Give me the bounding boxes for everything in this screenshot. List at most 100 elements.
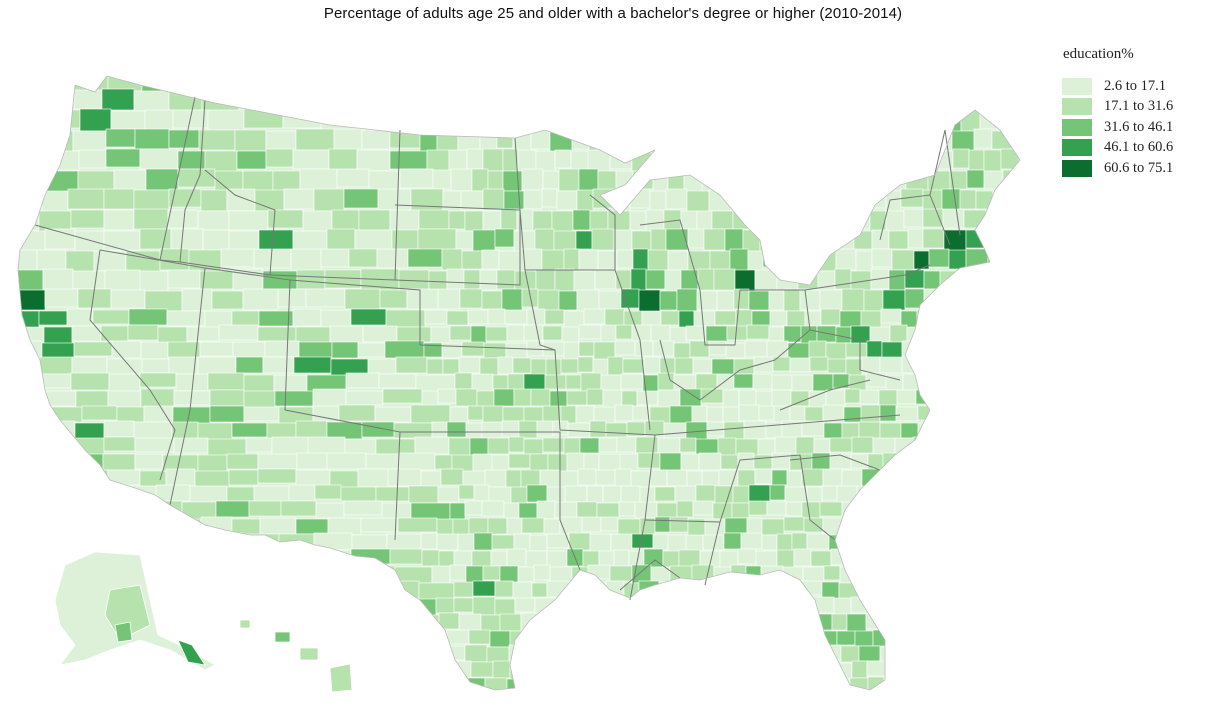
county-cell bbox=[669, 405, 693, 424]
alaska-hawaii-insets[interactable] bbox=[54, 551, 353, 693]
county-cell bbox=[795, 695, 813, 704]
county-cell bbox=[523, 373, 546, 391]
county-cell bbox=[1019, 290, 1020, 310]
county-cell bbox=[38, 76, 71, 88]
county-cell bbox=[86, 484, 120, 501]
county-cell bbox=[715, 613, 739, 633]
county-cell bbox=[372, 645, 413, 665]
county-cell bbox=[133, 189, 170, 211]
county-cell bbox=[542, 613, 565, 630]
county-cell bbox=[103, 188, 135, 210]
county-cell bbox=[810, 550, 832, 567]
legend-item-5[interactable]: 60.6 to 75.1 bbox=[1062, 158, 1173, 179]
county-cell bbox=[977, 269, 997, 293]
county-cell bbox=[436, 660, 453, 676]
county-cell bbox=[754, 468, 773, 485]
county-cell bbox=[431, 565, 451, 585]
county-cell bbox=[512, 581, 533, 601]
county-cell bbox=[266, 90, 294, 112]
county-cell bbox=[623, 646, 643, 662]
county-cell bbox=[839, 310, 862, 328]
county-cell bbox=[895, 406, 919, 422]
county-cell bbox=[481, 249, 500, 270]
county-cell bbox=[822, 644, 842, 661]
county-cell bbox=[348, 248, 378, 268]
county-cell bbox=[1018, 148, 1020, 172]
county-cell bbox=[1008, 308, 1020, 327]
county-cell bbox=[613, 549, 630, 568]
county-cell bbox=[784, 110, 806, 134]
county-cell bbox=[927, 436, 947, 456]
county-cell bbox=[139, 148, 179, 170]
county-cell bbox=[697, 109, 717, 132]
county-cell bbox=[721, 596, 741, 613]
county-cell bbox=[497, 356, 514, 375]
county-cell bbox=[461, 341, 485, 357]
county-cell bbox=[916, 486, 940, 504]
county-cell bbox=[849, 677, 869, 690]
county-cell bbox=[422, 109, 445, 129]
county-cell bbox=[236, 150, 267, 170]
county-cell bbox=[18, 612, 49, 632]
county-cell bbox=[449, 502, 466, 520]
county-cell bbox=[1004, 516, 1020, 536]
county-cell bbox=[526, 484, 548, 503]
county-cell bbox=[382, 388, 423, 404]
county-cell bbox=[968, 534, 992, 552]
county-cell bbox=[676, 288, 698, 312]
county-cell bbox=[652, 128, 674, 149]
legend-item-2[interactable]: 17.1 to 31.6 bbox=[1062, 97, 1173, 118]
county-cell bbox=[836, 485, 858, 505]
county-cell bbox=[157, 326, 188, 345]
county-cell bbox=[242, 288, 279, 311]
county-cell bbox=[133, 660, 161, 680]
county-cell bbox=[999, 389, 1019, 408]
county-cell bbox=[958, 564, 981, 583]
state-border-line bbox=[804, 264, 931, 291]
county-cell bbox=[578, 324, 602, 340]
county-cell bbox=[794, 614, 812, 633]
county-cell bbox=[315, 502, 345, 519]
county-cell bbox=[825, 342, 847, 362]
county-cell bbox=[705, 325, 728, 343]
county-cell bbox=[573, 76, 597, 94]
county-cell bbox=[541, 188, 558, 208]
legend-item-1[interactable]: 2.6 to 17.1 bbox=[1062, 76, 1173, 97]
county-cell bbox=[536, 500, 556, 520]
county-cell bbox=[1005, 229, 1020, 249]
legend-item-4[interactable]: 46.1 to 60.6 bbox=[1062, 138, 1173, 159]
county-cell bbox=[313, 188, 345, 212]
county-cell bbox=[584, 109, 605, 129]
county-cell bbox=[546, 661, 565, 679]
county-cell bbox=[471, 550, 492, 568]
county-cell bbox=[162, 518, 202, 536]
county-cell bbox=[181, 288, 213, 312]
county-cell bbox=[973, 128, 993, 149]
county-cell bbox=[914, 128, 932, 152]
county-cell bbox=[806, 190, 830, 210]
county-cell bbox=[966, 169, 985, 189]
county-cell bbox=[491, 454, 510, 472]
county-cell bbox=[669, 516, 689, 533]
county-cell bbox=[78, 149, 107, 169]
county-cell bbox=[784, 645, 807, 665]
county-cell bbox=[664, 695, 683, 704]
county-cell bbox=[672, 90, 692, 114]
county-cell bbox=[556, 597, 577, 614]
county-cell bbox=[724, 517, 748, 534]
county-cell bbox=[167, 209, 199, 229]
county-cell bbox=[582, 550, 600, 568]
county-cell bbox=[680, 453, 700, 471]
county-cell bbox=[557, 88, 577, 110]
county-cell bbox=[737, 612, 758, 632]
county-cell bbox=[139, 270, 169, 292]
county-cell bbox=[568, 677, 591, 690]
county-cell bbox=[613, 90, 637, 113]
county-cell bbox=[287, 548, 325, 567]
county-cell bbox=[571, 128, 590, 150]
legend-item-3[interactable]: 31.6 to 46.1 bbox=[1062, 117, 1173, 138]
legend-swatch bbox=[1062, 139, 1092, 157]
